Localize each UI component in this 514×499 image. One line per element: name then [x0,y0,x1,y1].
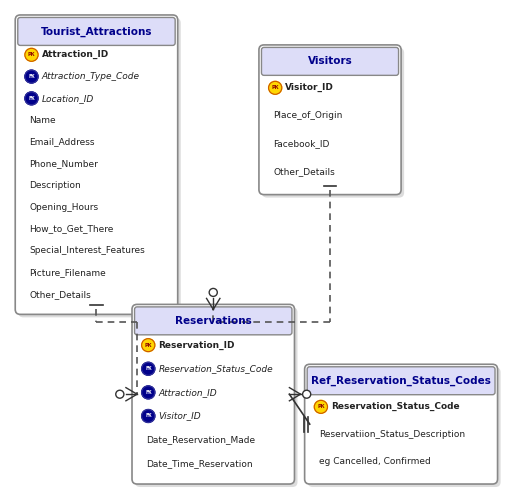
FancyBboxPatch shape [19,18,181,317]
Text: Opening_Hours: Opening_Hours [29,203,99,212]
Circle shape [303,390,311,398]
Text: Facebook_ID: Facebook_ID [273,139,329,148]
Circle shape [142,339,155,352]
Text: Other_Details: Other_Details [273,167,335,176]
Circle shape [116,390,124,398]
Circle shape [314,400,327,413]
Text: Visitor_ID: Visitor_ID [285,83,334,92]
Text: PK: PK [144,343,152,348]
Text: Attraction_ID: Attraction_ID [42,50,109,59]
Circle shape [142,362,155,375]
Circle shape [25,70,38,83]
Text: Place_of_Origin: Place_of_Origin [273,111,342,120]
Text: Email_Address: Email_Address [29,137,95,147]
FancyBboxPatch shape [15,15,178,314]
Text: Name: Name [29,116,56,125]
Circle shape [269,81,282,94]
Text: FK: FK [28,74,35,79]
Circle shape [25,92,38,105]
Text: Reservation_Status_Code: Reservation_Status_Code [331,402,460,411]
Text: FK: FK [145,366,152,371]
Circle shape [25,48,38,61]
Text: PK: PK [28,52,35,57]
Text: Visitor_ID: Visitor_ID [158,412,201,421]
Text: Tourist_Attractions: Tourist_Attractions [41,26,152,36]
Text: Other_Details: Other_Details [29,290,91,299]
Text: Phone_Number: Phone_Number [29,159,98,168]
FancyBboxPatch shape [262,48,404,198]
Circle shape [142,410,155,423]
FancyBboxPatch shape [308,367,501,487]
FancyBboxPatch shape [307,367,495,395]
Text: Location_ID: Location_ID [42,94,94,103]
Text: eg Cancelled, Confirmed: eg Cancelled, Confirmed [319,457,431,466]
Text: How_to_Get_There: How_to_Get_There [29,225,114,234]
FancyBboxPatch shape [262,47,398,75]
Text: Special_Interest_Features: Special_Interest_Features [29,247,145,255]
FancyBboxPatch shape [135,307,298,487]
Text: Ref_Reservation_Status_Codes: Ref_Reservation_Status_Codes [311,376,491,386]
FancyBboxPatch shape [132,304,295,484]
FancyBboxPatch shape [135,307,292,335]
Text: FK: FK [28,96,35,101]
Text: FK: FK [145,414,152,419]
Text: Date_Reservation_Made: Date_Reservation_Made [146,435,255,444]
Text: Reservatiion_Status_Description: Reservatiion_Status_Description [319,430,465,439]
FancyBboxPatch shape [305,364,498,484]
Circle shape [209,288,217,296]
Text: FK: FK [145,390,152,395]
Text: Description: Description [29,181,81,190]
Text: Attraction_Type_Code: Attraction_Type_Code [42,72,140,81]
Text: Attraction_ID: Attraction_ID [158,388,217,397]
Text: Reservation_ID: Reservation_ID [158,341,235,350]
Circle shape [142,386,155,399]
Text: Reservation_Status_Code: Reservation_Status_Code [158,364,273,373]
Text: Reservations: Reservations [175,316,252,326]
Text: PK: PK [271,85,279,90]
Text: Visitors: Visitors [308,56,353,66]
Text: Date_Time_Reservation: Date_Time_Reservation [146,459,253,468]
FancyBboxPatch shape [259,45,401,195]
Text: Picture_Filename: Picture_Filename [29,268,106,277]
FancyBboxPatch shape [18,17,175,45]
Text: PK: PK [317,404,325,409]
